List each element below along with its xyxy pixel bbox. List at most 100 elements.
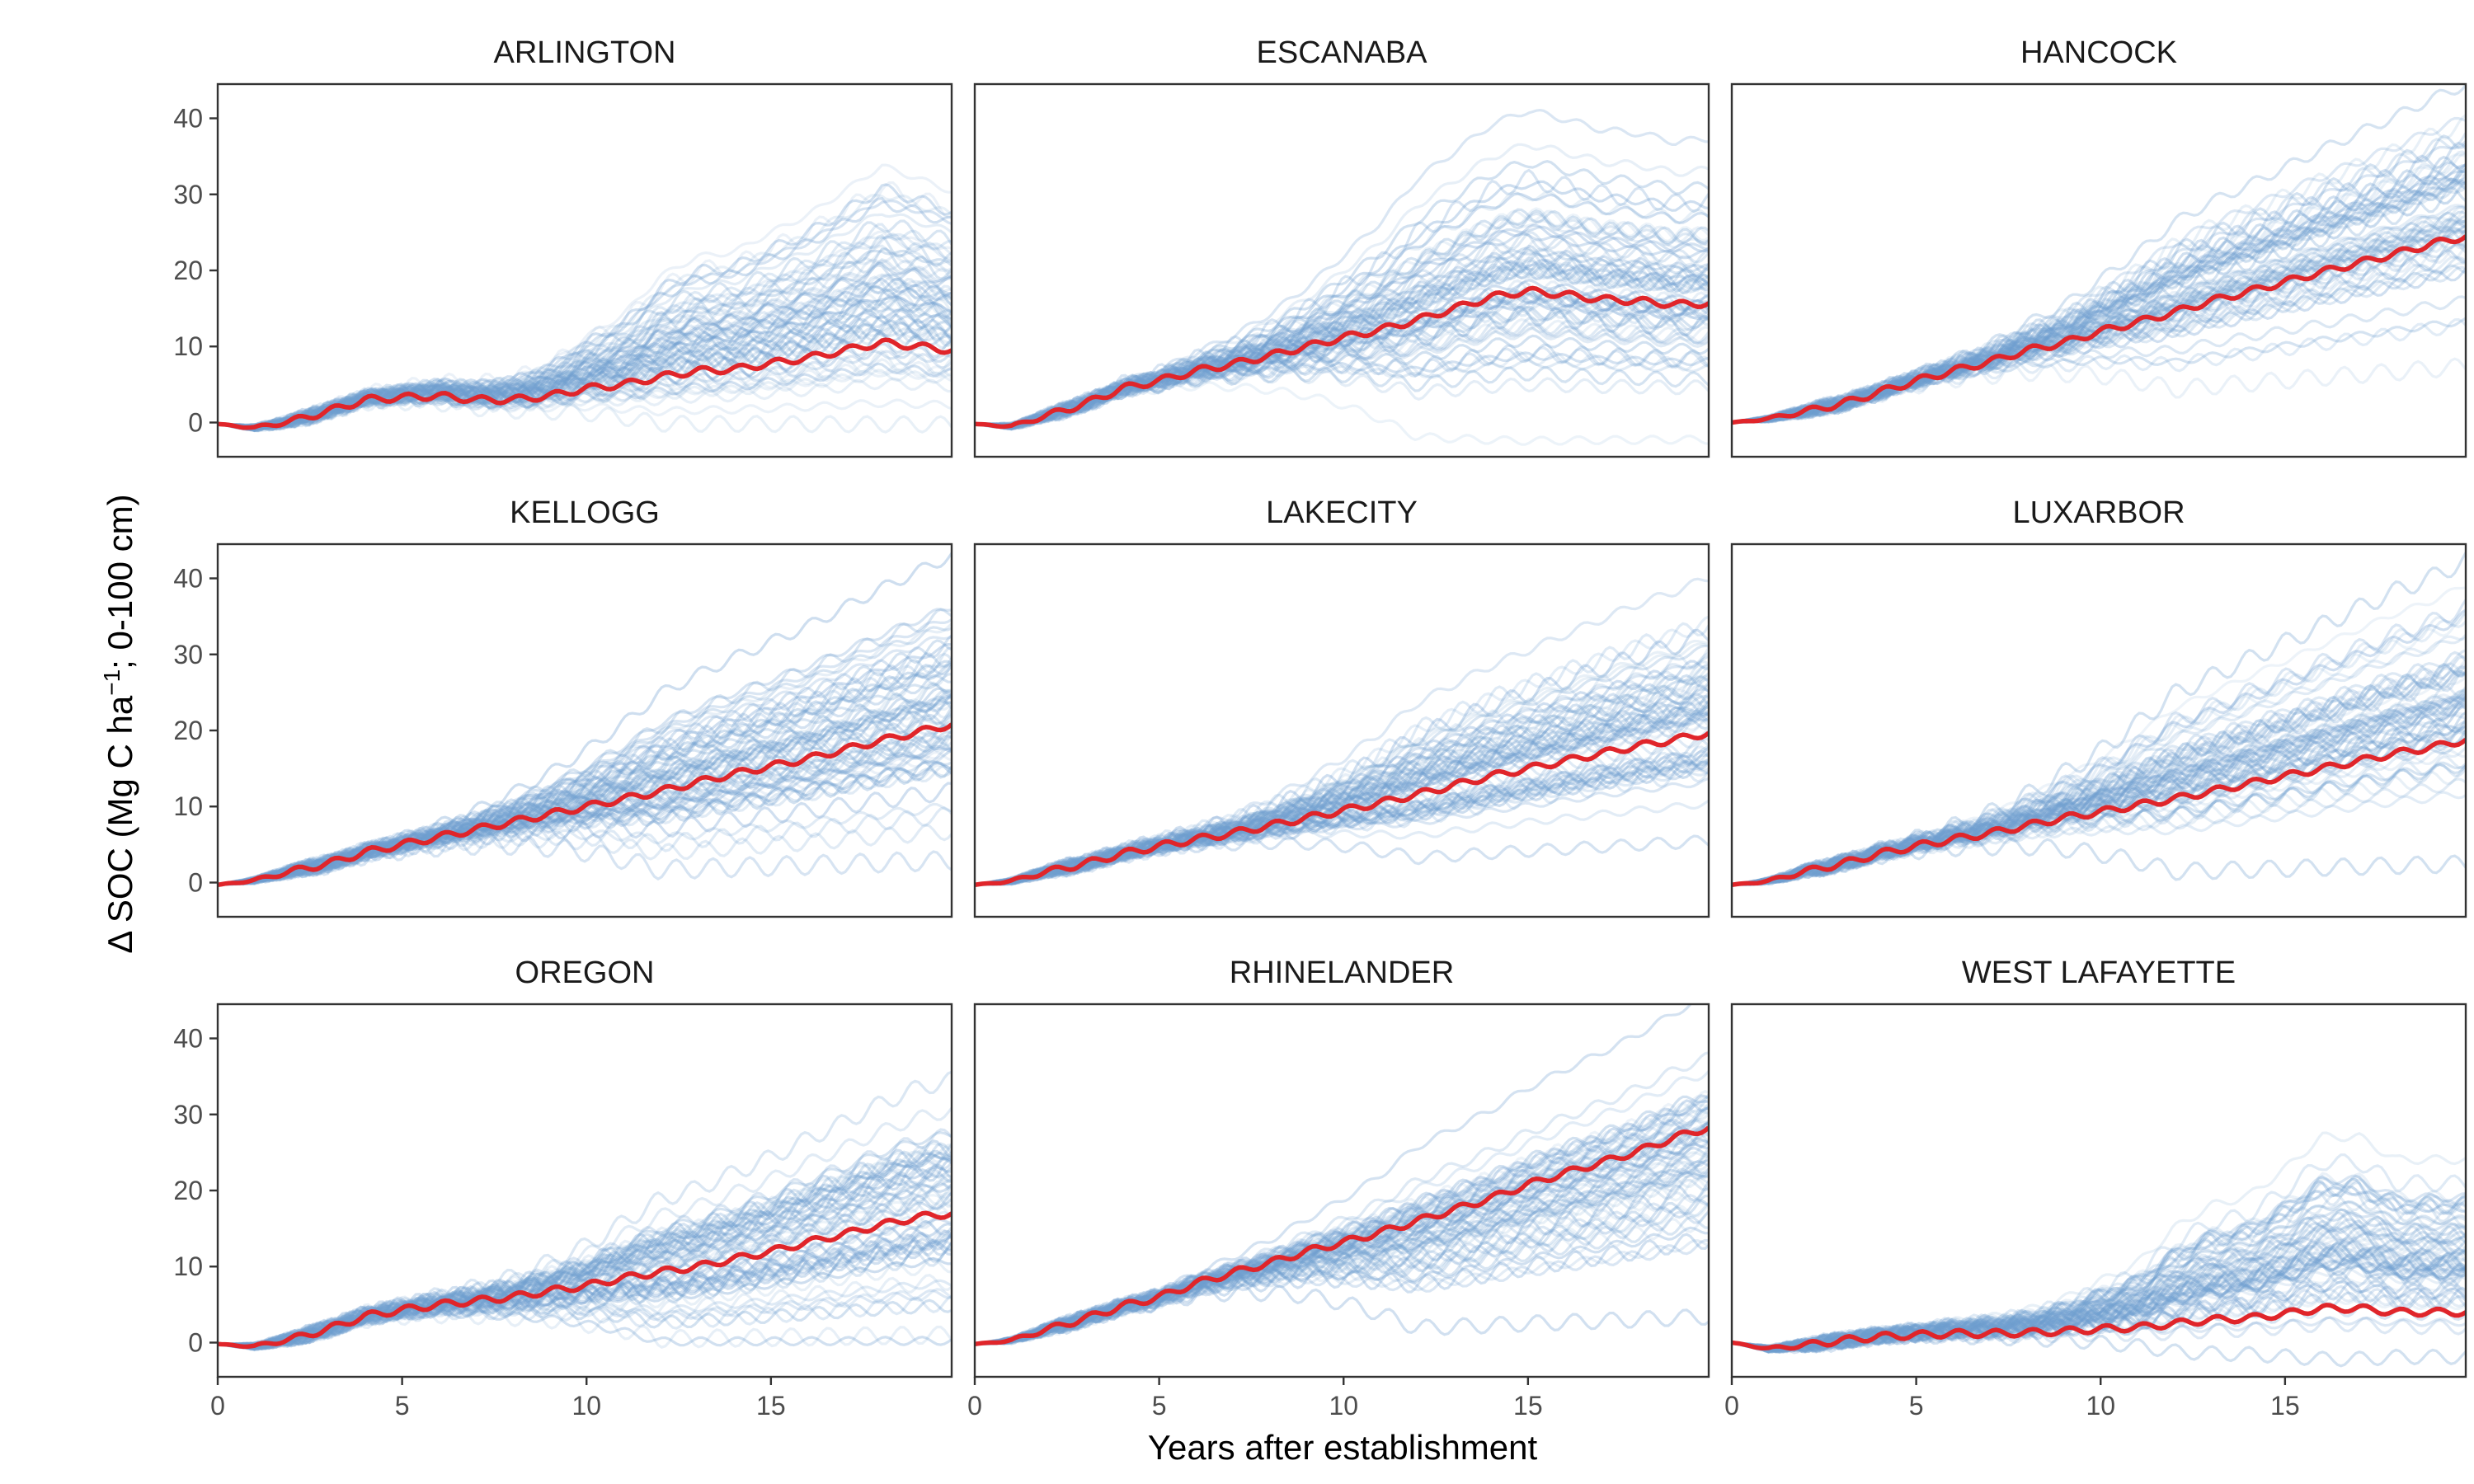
- ensemble-run-line-escanaba-39: [975, 297, 1709, 431]
- ensemble-run-line-hancock-37: [1732, 186, 2466, 425]
- ensemble-run-line-rhinelander-7: [975, 1094, 1709, 1345]
- ensemble-run-line-west-lafayette-63: [1732, 1225, 2466, 1352]
- ensemble-run-line-kellogg-68: [218, 634, 952, 886]
- ensemble-run-line-oregon-43: [218, 1238, 952, 1350]
- ensemble-run-line-lakecity-3: [975, 704, 1709, 886]
- ensemble-run-line-oregon-68: [218, 1191, 952, 1349]
- ensemble-run-line-arlington-34: [218, 362, 952, 430]
- ensemble-run-line-escanaba-19: [975, 223, 1709, 429]
- ensemble-run-line-lakecity-32: [975, 688, 1709, 886]
- ensemble-run-line-lakecity-57: [975, 699, 1709, 886]
- ensemble-run-line-arlington-41: [218, 277, 952, 430]
- y-tick-label-oregon-30: 30: [173, 1100, 203, 1129]
- ensemble-run-line-arlington-54: [218, 298, 952, 433]
- x-tick-label-west-lafayette-15: 15: [2270, 1391, 2300, 1421]
- x-tick-label-rhinelander-10: 10: [1329, 1391, 1358, 1421]
- x-tick-label-west-lafayette-5: 5: [1909, 1391, 1924, 1421]
- ensemble-run-line-rhinelander-23: [975, 1167, 1709, 1345]
- ensemble-run-line-lakecity-6: [975, 712, 1709, 886]
- plot-area-west-lafayette: [1732, 1131, 2466, 1368]
- ensemble-run-line-lakecity-18: [975, 754, 1709, 886]
- ensemble-run-line-luxarbor-12: [1732, 659, 2466, 886]
- ensemble-run-line-arlington-42: [218, 252, 952, 432]
- ensemble-run-line-rhinelander-41: [975, 1233, 1709, 1345]
- ensemble-run-line-kellogg-41: [218, 681, 952, 886]
- facet-title-kellogg: KELLOGG: [510, 495, 660, 530]
- mean-line-rhinelander: [975, 1125, 1709, 1347]
- ensemble-run-line-oregon-14: [218, 1158, 952, 1349]
- ensemble-run-line-escanaba-63: [975, 350, 1709, 429]
- ensemble-run-line-oregon-35: [218, 1184, 952, 1350]
- ensemble-run-line-lakecity-62: [975, 758, 1709, 886]
- ensemble-run-line-luxarbor-63: [1732, 662, 2466, 886]
- ensemble-run-line-luxarbor-3: [1732, 665, 2466, 886]
- ensemble-run-line-west-lafayette-2: [1732, 1328, 2466, 1368]
- mean-line-luxarbor: [1732, 738, 2466, 888]
- ensemble-run-line-arlington-55: [218, 308, 952, 430]
- ensemble-run-line-rhinelander-43: [975, 1121, 1709, 1345]
- ensemble-run-line-luxarbor-53: [1732, 705, 2466, 886]
- ensemble-run-line-hancock-38: [1732, 180, 2466, 425]
- ensemble-run-line-arlington-64: [218, 230, 952, 430]
- ensemble-run-line-oregon-29: [218, 1149, 952, 1351]
- ensemble-run-line-lakecity-54: [975, 676, 1709, 886]
- ensemble-run-line-oregon-66: [218, 1189, 952, 1351]
- ensemble-run-line-escanaba-44: [975, 247, 1709, 430]
- ensemble-run-line-luxarbor-43: [1732, 755, 2466, 886]
- ensemble-run-line-arlington-28: [218, 299, 952, 430]
- ensemble-run-line-west-lafayette-30: [1732, 1182, 2466, 1353]
- ensemble-run-line-oregon-44: [218, 1294, 952, 1350]
- ensemble-run-line-escanaba-37: [975, 232, 1709, 428]
- ensemble-run-line-lakecity-28: [975, 752, 1709, 886]
- ensemble-run-line-rhinelander-4: [975, 1238, 1709, 1345]
- ensemble-run-line-arlington-14: [218, 244, 952, 429]
- facet-arlington: ARLINGTON 0 10 20 30 40: [173, 35, 953, 458]
- ensemble-run-line-luxarbor-61: [1732, 694, 2466, 886]
- ensemble-run-line-rhinelander-28: [975, 1098, 1709, 1345]
- ensemble-run-line-rhinelander-65: [975, 1146, 1709, 1345]
- ensemble-run-line-kellogg-33: [218, 672, 952, 886]
- x-tick-label-west-lafayette-10: 10: [2086, 1391, 2115, 1421]
- ensemble-run-line-oregon-1: [218, 1070, 952, 1350]
- mean-line-escanaba: [975, 285, 1709, 430]
- ensemble-run-line-lakecity-11: [975, 707, 1709, 886]
- ensemble-run-line-lakecity-35: [975, 751, 1709, 886]
- ensemble-run-line-lakecity-5: [975, 622, 1709, 886]
- ensemble-run-line-rhinelander-24: [975, 1172, 1709, 1345]
- ensemble-run-line-luxarbor-2: [1732, 837, 2466, 886]
- ensemble-run-line-luxarbor-8: [1732, 725, 2466, 886]
- ensemble-run-line-west-lafayette-33: [1732, 1239, 2466, 1354]
- ensemble-run-line-luxarbor-7: [1732, 696, 2466, 886]
- ensemble-run-line-luxarbor-33: [1732, 666, 2466, 886]
- x-tick-label-west-lafayette-0: 0: [1724, 1391, 1739, 1421]
- ensemble-run-line-rhinelander-13: [975, 1199, 1709, 1345]
- ensemble-run-line-west-lafayette-44: [1732, 1185, 2466, 1352]
- ensemble-run-line-hancock-16: [1732, 141, 2466, 425]
- ensemble-run-line-luxarbor-58: [1732, 693, 2466, 886]
- x-tick-label-oregon-15: 15: [756, 1391, 786, 1421]
- ensemble-run-line-west-lafayette-50: [1732, 1252, 2466, 1353]
- ensemble-run-line-luxarbor-62: [1732, 684, 2466, 886]
- ensemble-run-line-west-lafayette-29: [1732, 1267, 2466, 1351]
- ensemble-run-line-rhinelander-49: [975, 1211, 1709, 1345]
- ensemble-run-line-escanaba-33: [975, 305, 1709, 430]
- ensemble-run-line-hancock-1: [1732, 84, 2466, 425]
- ensemble-run-line-rhinelander-55: [975, 1051, 1709, 1345]
- ensemble-run-line-kellogg-70: [218, 626, 952, 886]
- ensemble-run-line-west-lafayette-38: [1732, 1209, 2466, 1354]
- ensemble-run-line-escanaba-8: [975, 207, 1709, 430]
- ensemble-run-line-lakecity-8: [975, 615, 1709, 886]
- ensemble-run-line-oregon-3: [218, 1144, 952, 1350]
- ensemble-run-line-luxarbor-67: [1732, 721, 2466, 886]
- ensemble-run-line-kellogg-19: [218, 652, 952, 886]
- ensemble-run-line-luxarbor-25: [1732, 697, 2466, 886]
- ensemble-run-line-luxarbor-47: [1732, 613, 2466, 886]
- y-tick-label-kellogg-40: 40: [173, 564, 203, 594]
- ensemble-run-line-oregon-19: [218, 1247, 952, 1350]
- ensemble-run-line-rhinelander-9: [975, 1106, 1709, 1345]
- ensemble-run-line-lakecity-38: [975, 660, 1709, 886]
- ensemble-run-line-luxarbor-28: [1732, 687, 2466, 886]
- ensemble-run-line-kellogg-17: [218, 690, 952, 886]
- ensemble-run-line-hancock-46: [1732, 114, 2466, 425]
